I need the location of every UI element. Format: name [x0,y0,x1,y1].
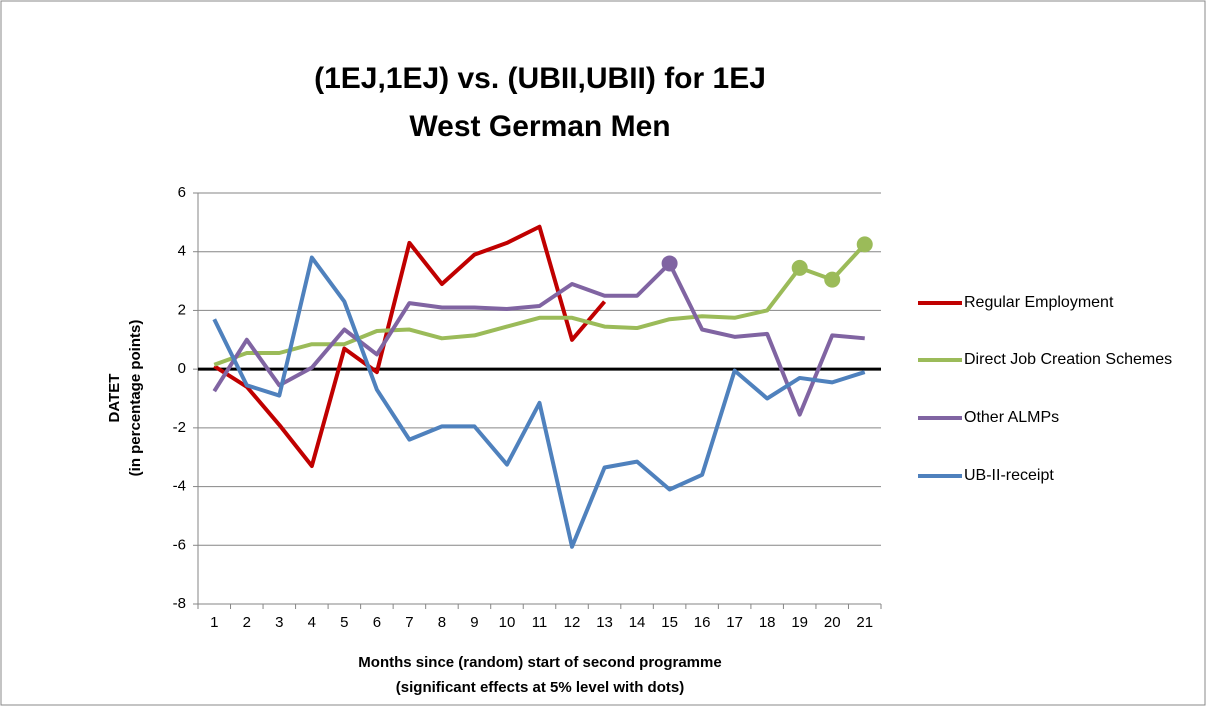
series-line [213,224,607,469]
x-tick-label: 7 [405,614,413,631]
chart-title: (1EJ,1EJ) vs. (UBII,UBII) for 1EJ [314,62,766,95]
legend-label: UB-II-receipt [964,467,1054,484]
series-line [212,261,865,417]
chart-title: West German Men [409,110,670,143]
y-axis-title: (in percentage points) [127,320,144,477]
significance-dot [791,259,808,276]
y-tick-label: -4 [173,478,186,495]
y-tick-label: 4 [178,243,186,260]
x-tick-label: 8 [438,614,446,631]
significance-dot [824,271,841,288]
x-tick-label: 10 [499,614,516,631]
y-tick-label: -6 [173,536,186,553]
y-tick-label: 0 [178,360,186,377]
x-tick-label: 17 [726,614,743,631]
x-tick-label: 19 [791,614,808,631]
x-tick-label: 12 [564,614,581,631]
legend-label: Regular Employment [964,294,1114,311]
legend-label: Direct Job Creation Schemes [964,351,1172,368]
x-tick-label: 5 [340,614,348,631]
y-tick-label: 6 [178,184,186,201]
x-tick-label: 13 [596,614,613,631]
x-tick-label: 18 [759,614,776,631]
significance-dot [856,236,873,253]
x-tick-label: 1 [210,614,218,631]
legend-label: Other ALMPs [964,409,1059,426]
x-tick-label: 14 [629,614,646,631]
x-axis-title: (significant effects at 5% level with do… [396,679,684,696]
y-tick-label: -2 [173,419,186,436]
x-tick-label: 2 [243,614,251,631]
x-tick-label: 21 [856,614,873,631]
series-line [212,255,866,549]
x-tick-label: 6 [373,614,381,631]
x-tick-label: 20 [824,614,841,631]
y-tick-label: -8 [173,595,186,612]
x-tick-label: 3 [275,614,283,631]
series-line [213,243,867,367]
x-tick-label: 11 [532,614,548,631]
y-axis-title: DATET [106,374,123,423]
x-tick-label: 9 [470,614,478,631]
x-tick-label: 15 [661,614,678,631]
x-tick-label: 16 [694,614,711,631]
y-tick-label: 2 [178,301,186,318]
x-axis-title: Months since (random) start of second pr… [358,654,721,671]
x-tick-label: 4 [308,614,316,631]
significance-dot [661,255,678,272]
